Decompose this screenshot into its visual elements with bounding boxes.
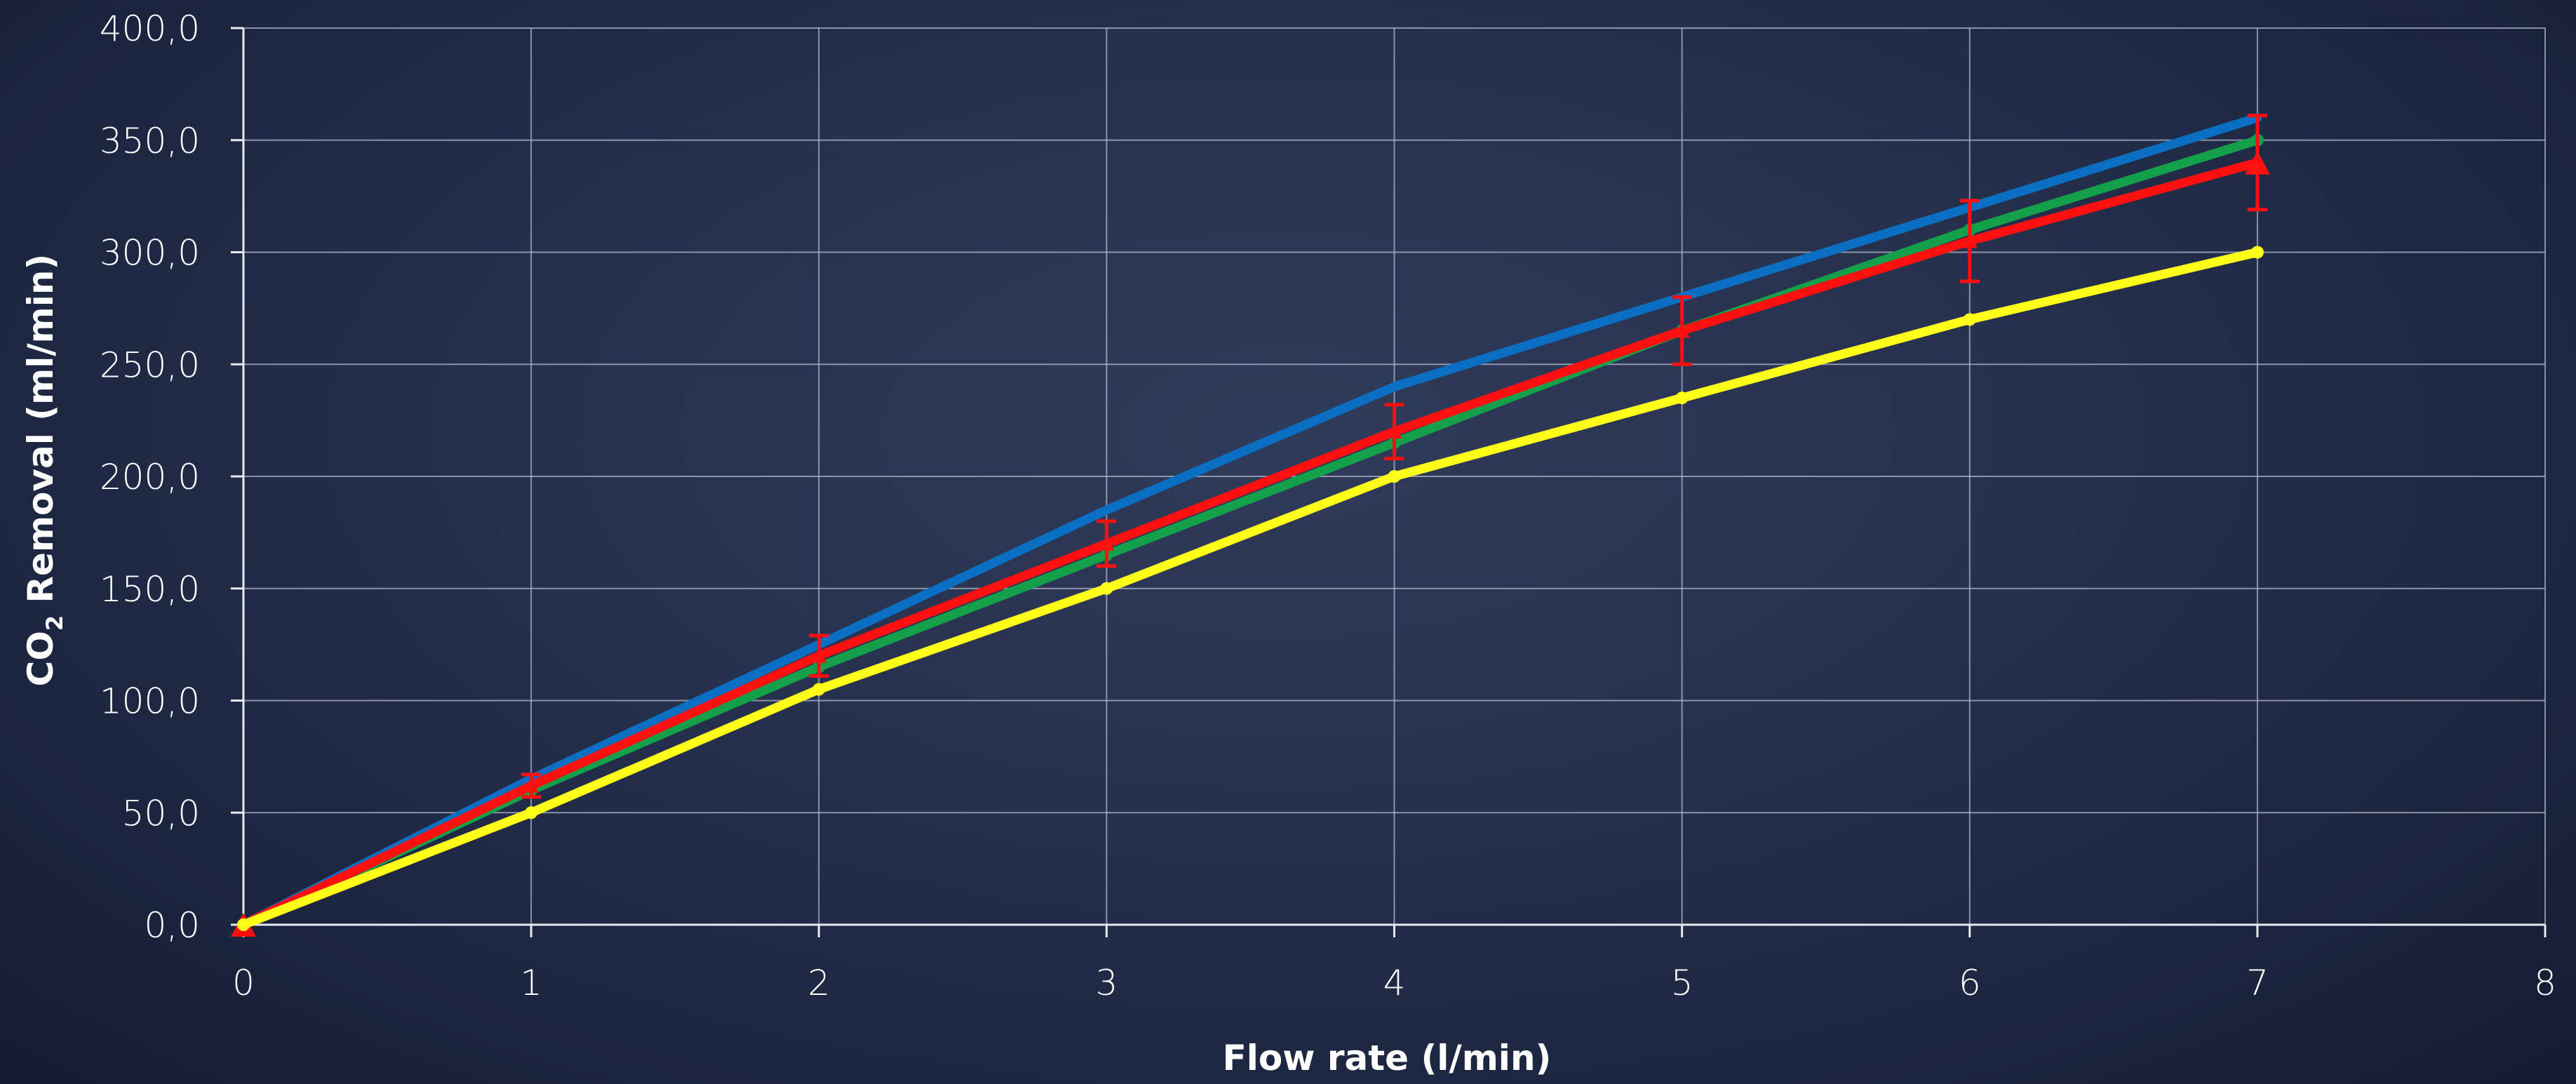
y-axis-title-suffix: Removal (ml/min) [20, 254, 61, 615]
series-4-point [1100, 582, 1113, 595]
series-4-point [1676, 392, 1689, 404]
series-4-point [1964, 313, 1976, 326]
y-tick-label: 0,0 [144, 905, 200, 946]
y-tick-label: 200,0 [100, 457, 200, 497]
y-axis-title-prefix: CO [20, 631, 61, 686]
y-tick-label: 100,0 [100, 681, 200, 722]
x-tick-label: 7 [2246, 963, 2269, 1003]
x-tick-label: 3 [1095, 963, 1118, 1003]
y-tick-label: 250,0 [100, 344, 200, 385]
y-axis-title: CO2 Removal (ml/min) [20, 254, 68, 687]
x-tick-label: 1 [520, 963, 542, 1003]
y-axis-ticks: 0,0 50,0 100,0 150,0 200,0 250,0 300,0 350,0 400… [100, 8, 200, 946]
y-tick-label: 300,0 [100, 233, 200, 274]
x-axis-title: Flow rate (l/min) [1223, 1038, 1552, 1078]
y-tick-label: 350,0 [100, 121, 200, 161]
y-tick-label: 150,0 [100, 569, 200, 610]
x-tick-label: 0 [232, 963, 255, 1003]
series-4-point [812, 683, 825, 696]
x-axis-ticks: 0 1 2 3 4 5 6 7 8 [232, 963, 2556, 1003]
series-4-point [2251, 246, 2264, 259]
x-tick-label: 5 [1671, 963, 1693, 1003]
series-group [231, 116, 2270, 937]
x-tick-label: 2 [807, 963, 830, 1003]
x-tick-label: 6 [1959, 963, 1981, 1003]
x-tick-label: 4 [1383, 963, 1406, 1003]
y-tick-label: 50,0 [122, 793, 200, 834]
x-tick-label: 8 [2534, 963, 2556, 1003]
series-4-point [1388, 470, 1401, 483]
series-4-point [237, 918, 250, 931]
series-4-point [525, 806, 537, 819]
y-axis-title-subscript: 2 [41, 615, 68, 631]
y-tick-label: 400,0 [100, 8, 200, 49]
